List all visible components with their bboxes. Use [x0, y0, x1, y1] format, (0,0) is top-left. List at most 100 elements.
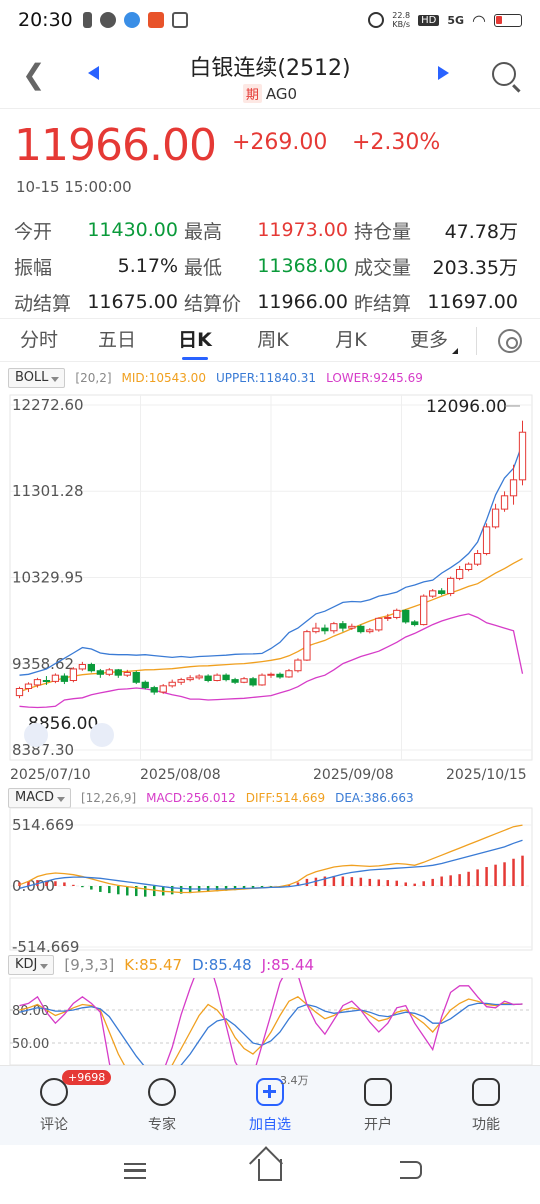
next-contract-button[interactable] [438, 66, 449, 80]
candle-body [357, 625, 365, 633]
candle-body [411, 621, 419, 626]
candle-body [518, 431, 527, 481]
candle-body [393, 609, 401, 618]
tab-weekly-k[interactable]: 周K [257, 329, 289, 351]
sim-icon [82, 12, 92, 28]
candle-body [294, 659, 302, 672]
search-icon[interactable] [492, 62, 516, 86]
kdj-k-line [19, 996, 523, 1065]
candle-body [321, 627, 329, 632]
tab-intraday[interactable]: 分时 [19, 329, 58, 351]
macd-diff-line [19, 824, 523, 894]
add-watchlist-label: 加自选 [249, 1117, 291, 1133]
candle-body [114, 669, 122, 676]
candle-body [177, 679, 185, 683]
candle-body [78, 664, 87, 670]
candle-body [150, 687, 158, 693]
candle-body [276, 673, 284, 678]
boll-mid-value: MID:10543.00 [121, 371, 206, 385]
x-tick-label: 2025/10/15 [446, 767, 527, 783]
macd-chart-frame [9, 807, 533, 951]
boll-indicator-select[interactable]: BOLL [8, 368, 66, 388]
last-price: 11966.00 [14, 120, 217, 171]
net-speed: 22.8 KB/s [392, 11, 410, 29]
recent-apps-icon[interactable] [124, 1163, 146, 1179]
candle-body [330, 623, 338, 632]
functions-button[interactable]: 功能 [432, 1066, 540, 1145]
macd-diff-value: DIFF:514.669 [245, 791, 326, 805]
tab-monthly-k[interactable]: 月K [335, 329, 367, 351]
status-notification-icons [82, 12, 188, 28]
tab-five-day[interactable]: 五日 [97, 329, 136, 351]
kdj-y-tick-label: 50.00 [12, 1037, 49, 1052]
bottom-action-bar: +9698 评论 专家 3.4万 加自选 开户 功能 [0, 1065, 540, 1145]
tab-divider [476, 327, 477, 355]
stat-cell: 最高 11973.00 [184, 217, 354, 244]
previous-contract-button[interactable] [88, 66, 99, 80]
stat-label: 最高 [184, 220, 223, 243]
tab-more[interactable]: 更多 [390, 318, 468, 362]
experts-button[interactable]: 专家 [108, 1066, 216, 1145]
stat-cell: 持仓量 47.78万 [354, 217, 524, 244]
kdj-indicator-select[interactable]: KDJ [8, 955, 55, 975]
open-account-label: 开户 [364, 1117, 392, 1133]
kdj-j-line [19, 978, 523, 1065]
menu-icon [472, 1078, 500, 1106]
add-icon [256, 1078, 284, 1106]
stat-value: 47.78万 [444, 220, 518, 243]
y-tick-label: 10329.95 [12, 569, 84, 587]
candle-body [33, 679, 42, 686]
high-annotation: 12096.00 [426, 397, 507, 417]
message-icon [99, 12, 116, 28]
candle-body [222, 674, 230, 681]
candle-body [455, 569, 464, 579]
back-button[interactable]: ❮ [22, 58, 46, 91]
download-icon [171, 12, 188, 28]
kline-charts[interactable]: 12272.60 11301.28 10329.95 9358.62 8387.30 20… [0, 0, 540, 1065]
back-icon[interactable] [400, 1161, 422, 1179]
candle-body [420, 595, 428, 626]
stat-label: 今开 [14, 220, 53, 243]
quote-stats: 今开 11430.00 最高 11973.00 持仓量 47.78万 振幅 5.17% … [14, 212, 524, 320]
candle-body [473, 553, 482, 565]
expand-left-icon [24, 723, 48, 747]
candle-body [366, 629, 374, 633]
stats-row: 振幅 5.17% 最低 11368.00 成交量 203.35万 [14, 248, 524, 284]
open-account-button[interactable]: 开户 [324, 1066, 432, 1145]
candle-body [267, 673, 275, 676]
stat-value: 11368.00 [257, 255, 348, 277]
candle-body [96, 670, 104, 675]
stats-row: 动结算 11675.00 结算价 11966.00 昨结算 11697.00 [14, 284, 524, 320]
macd-dea-line [19, 839, 523, 890]
candle-body [491, 508, 500, 528]
stat-value: 11973.00 [257, 219, 348, 241]
comments-button[interactable]: +9698 评论 [0, 1066, 112, 1145]
home-icon[interactable] [258, 1159, 282, 1181]
add-watchlist-button[interactable]: 3.4万 加自选 [216, 1066, 324, 1145]
macd-indicator-select[interactable]: MACD [8, 788, 71, 808]
macd-dea-value: DEA:386.663 [335, 791, 414, 805]
candle-body [285, 670, 293, 678]
x-tick-label: 2025/08/08 [140, 767, 221, 783]
candle-body [312, 627, 320, 633]
candle-body [258, 674, 266, 686]
stat-cell: 结算价 11966.00 [184, 289, 354, 316]
stat-cell: 成交量 203.35万 [354, 253, 524, 280]
candle-body [159, 685, 167, 693]
kdj-d-value: D:85.48 [192, 956, 252, 974]
candle-body [24, 683, 33, 689]
candle-body [464, 563, 473, 571]
tab-daily-k[interactable]: 日K [156, 318, 234, 362]
candle-body [339, 623, 347, 629]
quote-datetime: 10-15 15:00:00 [16, 178, 132, 196]
stat-cell: 振幅 5.17% [14, 253, 184, 280]
kdj-d-line [19, 1002, 523, 1065]
price-change-pct: +2.30% [352, 130, 441, 155]
x-tick-label: 2025/07/10 [10, 767, 91, 783]
candle-body [500, 495, 509, 510]
candle-body [438, 590, 446, 594]
stat-value: 5.17% [117, 255, 178, 277]
candle-body [87, 664, 95, 672]
kdj-j-value: J:85.44 [261, 956, 315, 974]
settings-gear-icon[interactable] [498, 329, 522, 353]
